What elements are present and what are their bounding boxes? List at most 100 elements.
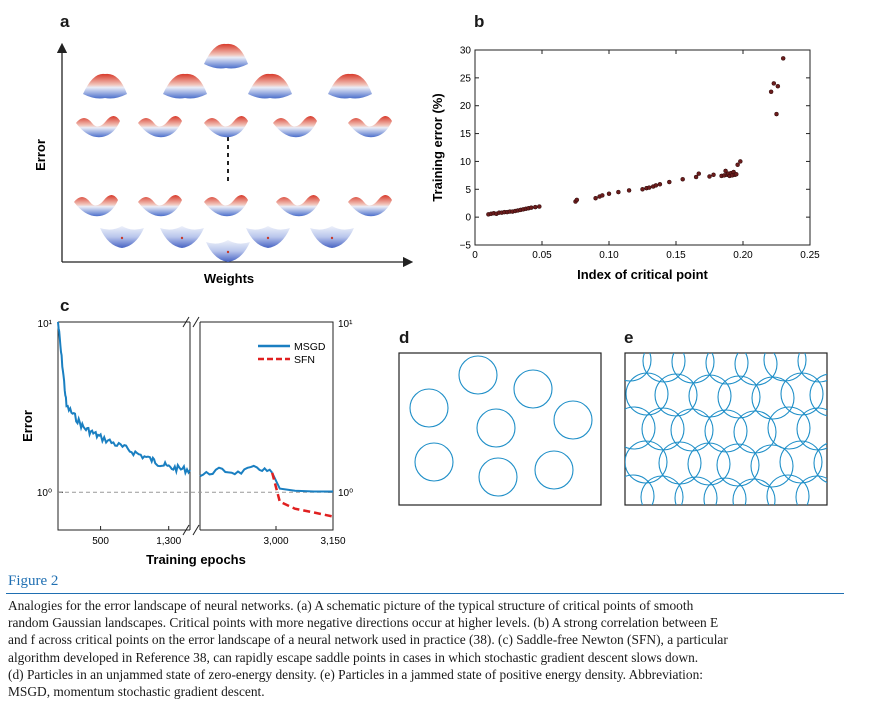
y-tick-label: 10¹ [38, 319, 53, 330]
caption-line: random Gaussian landscapes. Critical poi… [8, 614, 836, 631]
legend-sfn-label: SFN [294, 354, 315, 366]
panel-c-line-chart: 10¹ 10⁰ 10¹ 10⁰ 500 1,300 3,000 3,150 Training e… [0, 310, 380, 570]
legend-msgd-label: MSGD [294, 341, 326, 353]
scatter-point [781, 56, 785, 60]
panel-e-jammed-particles [624, 352, 829, 507]
landscape-surface-min [206, 240, 250, 262]
scatter-point [641, 187, 645, 191]
figure-title: Figure 2 [8, 573, 856, 590]
panel-c-left-axes [58, 322, 190, 530]
x-tick-label: 3,150 [320, 536, 345, 547]
msgd-line-right [272, 473, 333, 492]
panel-a-xlabel: Weights [204, 271, 254, 286]
scatter-point [697, 172, 701, 176]
figure-caption-block: Figure 2 Analogies for the error landsca… [6, 573, 856, 700]
landscape-surface-min [246, 226, 290, 248]
landscape-surface-saddle [204, 116, 248, 137]
scatter-point [607, 192, 611, 196]
landscape-surface-saddle [276, 195, 320, 216]
landscape-surface-max [248, 74, 292, 99]
landscape-surface-saddle [348, 116, 392, 137]
caption-line: algorithm developed in Reference 38, can… [8, 649, 836, 666]
panel-d-letter: d [399, 328, 409, 348]
scatter-point [712, 173, 716, 177]
panel-a-ylabel: Error [33, 139, 48, 171]
y-tick-label: 15 [460, 129, 472, 140]
landscape-surface-saddle [138, 116, 182, 137]
scatter-point [708, 174, 712, 178]
y-tick-label: 10⁰ [37, 488, 52, 499]
landscape-surface-min [160, 226, 204, 248]
scatter-point [694, 175, 698, 179]
scatter-point [616, 190, 620, 194]
x-tick-label: 0.05 [532, 250, 552, 261]
x-tick-label: 0 [472, 250, 478, 261]
landscape-surface-max [163, 74, 207, 99]
scatter-point [537, 205, 541, 209]
scatter-point [658, 182, 662, 186]
scatter-point [529, 206, 533, 210]
x-tick-label: 0.10 [599, 250, 619, 261]
panel-b-letter: b [474, 12, 484, 32]
scatter-point [594, 196, 598, 200]
panel-b-scatter-chart: 0 0.05 0.10 0.15 0.20 0.25−5051015202530Index… [420, 30, 840, 290]
x-tick-label: 500 [92, 536, 109, 547]
scatter-point [772, 81, 776, 85]
panel-c-xlabel: Training epochs [146, 552, 246, 567]
caption-line: (d) Particles in an unjammed state of ze… [8, 666, 836, 683]
panel-a-landscape: Weights Error [0, 0, 430, 290]
landscape-surface-saddle [76, 116, 120, 137]
x-tick-label: 0.25 [800, 250, 820, 261]
caption-line: Analogies for the error landscape of neu… [8, 597, 836, 614]
panel-e-letter: e [624, 328, 633, 348]
msgd-line-right-noisy [200, 466, 272, 476]
y-tick-label: 30 [460, 46, 472, 57]
axis-break-mark [193, 525, 199, 535]
landscape-surface-max [204, 44, 248, 69]
caption-line: and f across critical points on the erro… [8, 631, 836, 648]
landscape-surface-saddle [138, 195, 182, 216]
landscape-surface-min [310, 226, 354, 248]
x-tick-label: 1,300 [156, 536, 181, 547]
landscape-surface-min [100, 226, 144, 248]
scatter-point [533, 205, 537, 209]
y-tick-label-right: 10⁰ [338, 488, 353, 499]
panel-a-surfaces [74, 44, 392, 262]
panel-c-legend: MSGDSFN [258, 341, 326, 366]
figure-caption: Analogies for the error landscape of neu… [8, 597, 836, 700]
scatter-point [647, 186, 651, 190]
scatter-point [769, 90, 773, 94]
landscape-surface-max [83, 74, 127, 99]
caption-line: MSGD, momentum stochastic gradient desce… [8, 683, 836, 700]
scatter-point [775, 112, 779, 116]
landscape-surface-saddle [204, 195, 248, 216]
y-tick-label: −5 [460, 241, 472, 252]
panel-b-ylabel: Training error (%) [430, 93, 445, 201]
y-tick-label: 20 [460, 101, 472, 112]
panel-b-frame [475, 50, 810, 245]
figure-rule [6, 593, 844, 594]
scatter-point [736, 163, 740, 167]
panel-b-xlabel: Index of critical point [577, 267, 708, 282]
panel-c-ylabel: Error [20, 410, 35, 442]
panel-d-frame [399, 353, 601, 505]
y-tick-label: 0 [465, 213, 471, 224]
x-tick-label: 3,000 [263, 536, 288, 547]
x-tick-label: 0.20 [733, 250, 753, 261]
scatter-point [575, 198, 579, 202]
scatter-point [667, 180, 671, 184]
scatter-point [654, 183, 658, 187]
scatter-point [734, 172, 738, 176]
landscape-surface-saddle [348, 195, 392, 216]
x-tick-label: 0.15 [666, 250, 686, 261]
scatter-point [600, 193, 604, 197]
scatter-point [627, 188, 631, 192]
scatter-point [776, 84, 780, 88]
y-tick-label: 5 [465, 185, 471, 196]
sfn-line [272, 473, 333, 517]
scatter-point [681, 177, 685, 181]
msgd-line-left [58, 322, 190, 473]
landscape-surface-saddle [74, 195, 118, 216]
panel-d-unjammed-particles [398, 352, 603, 507]
axis-break-mark [193, 317, 199, 327]
